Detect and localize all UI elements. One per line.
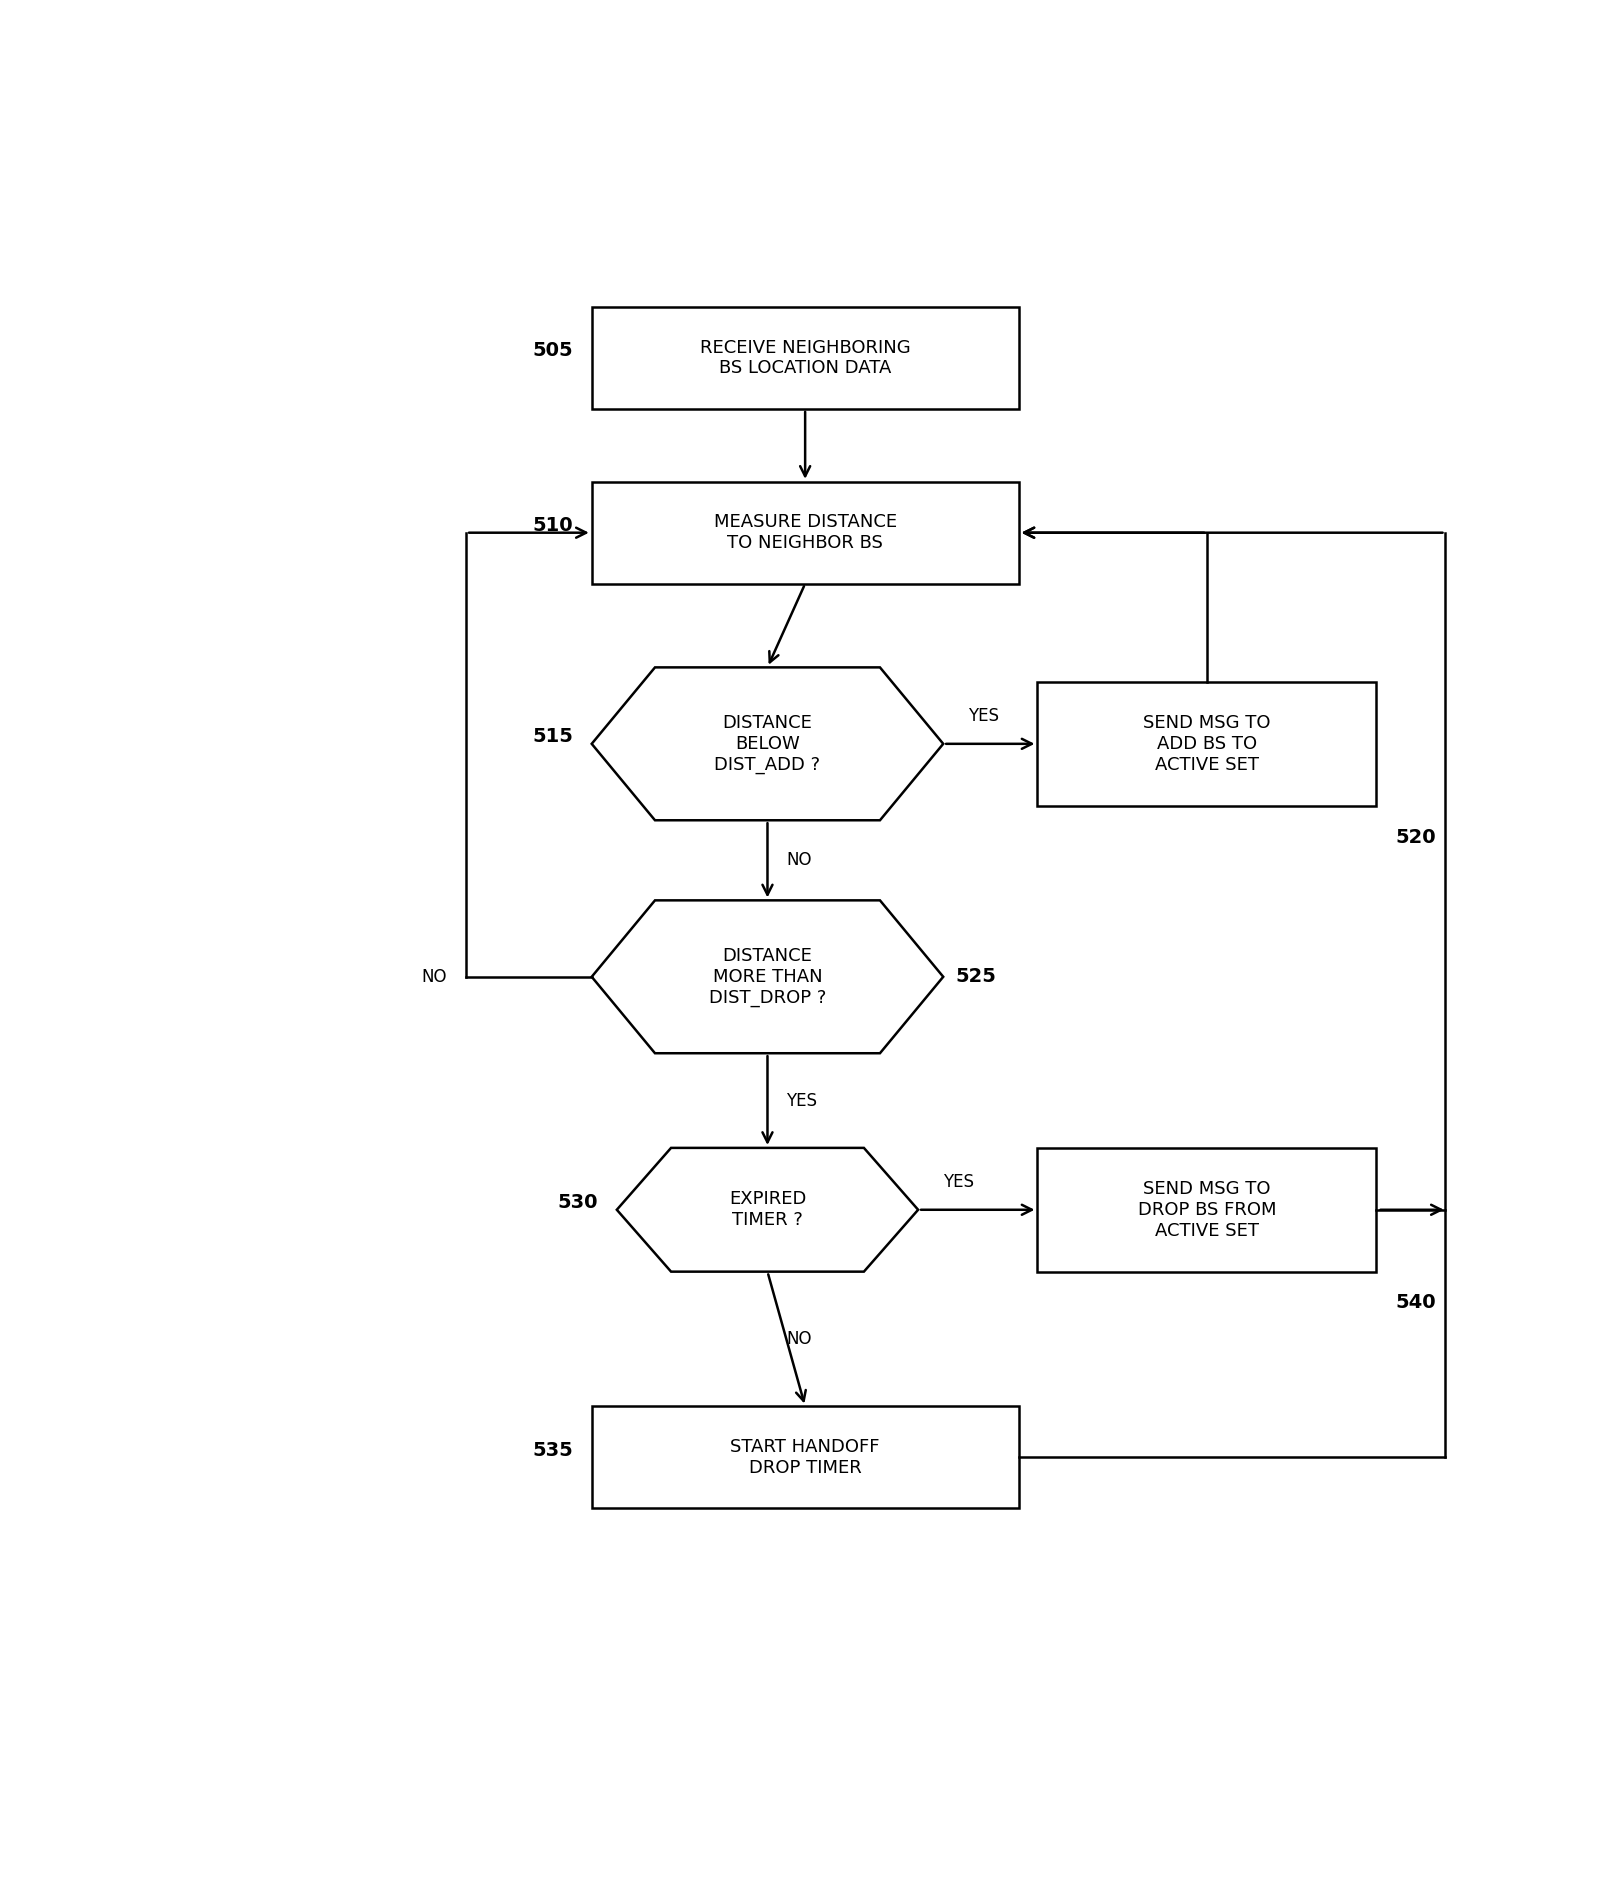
- Polygon shape: [617, 1148, 919, 1271]
- Text: 510: 510: [533, 516, 573, 535]
- Text: 525: 525: [956, 968, 996, 987]
- Polygon shape: [591, 668, 943, 821]
- Text: YES: YES: [969, 707, 1000, 724]
- Text: MEASURE DISTANCE
TO NEIGHBOR BS: MEASURE DISTANCE TO NEIGHBOR BS: [713, 512, 897, 552]
- FancyBboxPatch shape: [1037, 1148, 1377, 1271]
- Text: DISTANCE
MORE THAN
DIST_DROP ?: DISTANCE MORE THAN DIST_DROP ?: [710, 947, 826, 1006]
- Text: NO: NO: [786, 851, 812, 870]
- Text: EXPIRED
TIMER ?: EXPIRED TIMER ?: [729, 1189, 807, 1229]
- Text: START HANDOFF
DROP TIMER: START HANDOFF DROP TIMER: [731, 1437, 880, 1477]
- FancyBboxPatch shape: [591, 1407, 1019, 1509]
- Text: YES: YES: [786, 1091, 818, 1110]
- Text: NO: NO: [421, 968, 447, 985]
- FancyBboxPatch shape: [1037, 683, 1377, 806]
- FancyBboxPatch shape: [591, 482, 1019, 584]
- Text: 540: 540: [1395, 1293, 1435, 1312]
- Text: SEND MSG TO
DROP BS FROM
ACTIVE SET: SEND MSG TO DROP BS FROM ACTIVE SET: [1137, 1180, 1277, 1240]
- Text: NO: NO: [786, 1329, 812, 1348]
- Text: YES: YES: [943, 1172, 974, 1191]
- Text: 505: 505: [533, 340, 573, 359]
- Text: 530: 530: [557, 1193, 598, 1212]
- Text: SEND MSG TO
ADD BS TO
ACTIVE SET: SEND MSG TO ADD BS TO ACTIVE SET: [1144, 715, 1270, 773]
- Text: 535: 535: [531, 1441, 573, 1460]
- FancyBboxPatch shape: [591, 306, 1019, 408]
- Polygon shape: [591, 900, 943, 1053]
- Text: 515: 515: [531, 726, 573, 747]
- Text: 520: 520: [1395, 828, 1435, 847]
- Text: RECEIVE NEIGHBORING
BS LOCATION DATA: RECEIVE NEIGHBORING BS LOCATION DATA: [700, 338, 910, 378]
- Text: DISTANCE
BELOW
DIST_ADD ?: DISTANCE BELOW DIST_ADD ?: [714, 715, 821, 773]
